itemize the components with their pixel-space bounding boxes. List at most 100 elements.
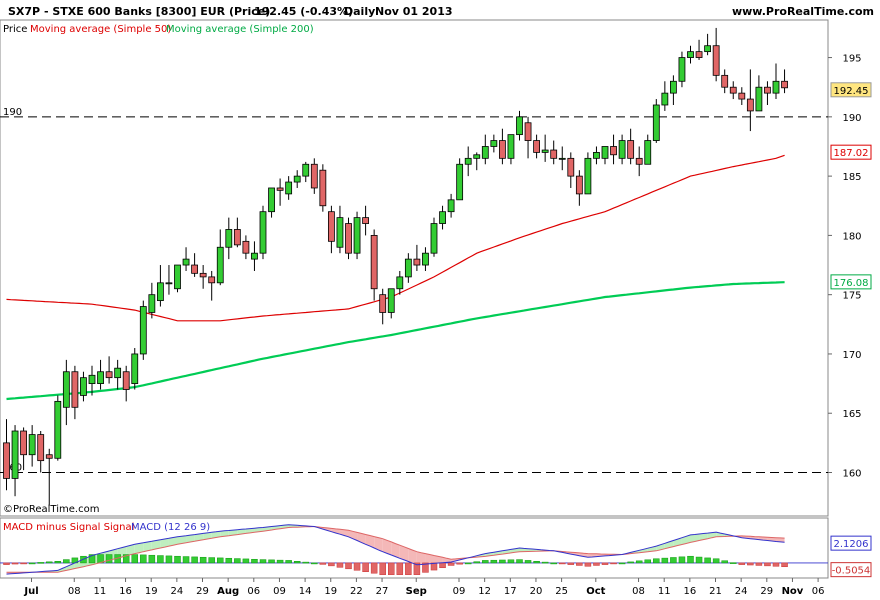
macd-hist-bar [311, 562, 318, 565]
time-tick-label: 19 [145, 586, 158, 597]
macd-fill [143, 541, 152, 552]
time-tick-label: 08 [632, 586, 645, 597]
legend-price: Price [3, 24, 27, 35]
macd-hist-bar [576, 562, 583, 566]
candle-body [618, 140, 626, 159]
candle-body [524, 122, 532, 141]
macd-hist-bar [148, 554, 156, 564]
macd-hist-bar [653, 558, 660, 564]
macd-hist-bar [712, 558, 720, 564]
candle-body [652, 104, 660, 141]
macd-fill [374, 536, 383, 552]
macd-hist-bar [704, 557, 711, 564]
price-last-tag [830, 82, 872, 98]
macd-hist-bar [781, 562, 788, 568]
time-tick-label: Sep [406, 586, 427, 597]
macd-hist-bar [20, 562, 27, 565]
macd-hist-bar [772, 562, 780, 567]
candle-body [712, 45, 720, 76]
candle-body [20, 430, 28, 456]
macd-hist-bar [738, 562, 746, 565]
macd-fill [348, 530, 358, 541]
macd-hist-bar [567, 562, 575, 565]
candle-body [422, 252, 429, 266]
macd-fill [434, 555, 443, 564]
macd-hist-bar [345, 562, 352, 570]
macd-hist-bar [302, 561, 309, 564]
candle-body [139, 306, 147, 355]
macd-hist-bar [396, 562, 404, 575]
macd-fill [416, 551, 426, 565]
macd-hist-bar [730, 562, 737, 564]
time-tick-label: 24 [735, 586, 748, 597]
signal-line [6, 525, 785, 573]
candle-body [3, 442, 10, 479]
price-tick-label: 190 [842, 113, 861, 124]
macd-hist-bar [627, 561, 634, 564]
candle-body [156, 282, 164, 302]
macd-hist-bar [473, 561, 480, 564]
macd-hist-bar [499, 559, 506, 564]
hist-last-tag [830, 562, 872, 578]
candle-body [208, 276, 216, 284]
macd-hist-bar [199, 556, 207, 564]
macd-hist-bar [610, 562, 617, 565]
macd-hist-bar [131, 554, 138, 564]
macd-fill [690, 534, 700, 543]
last-change: 192.45 (-0.43%) [254, 5, 353, 18]
time-tick-label: 06 [812, 586, 825, 597]
macd-hist-bar [593, 562, 600, 566]
candle-body [687, 51, 694, 58]
candle-body [319, 169, 327, 207]
candle-body [541, 149, 549, 153]
price-last-tag-text: 192.45 [834, 86, 869, 97]
candle-body [233, 229, 241, 246]
time-tick-label: 25 [555, 586, 568, 597]
macd-fill [425, 553, 434, 565]
candle-body [644, 140, 652, 165]
candle-body [670, 80, 677, 94]
macd-hist-bar [217, 557, 224, 564]
candle-body [516, 116, 523, 136]
legend-ma50: Moving average (Simple 50) [30, 24, 171, 35]
candle-body [396, 276, 404, 290]
macd-hist-bar [721, 560, 728, 564]
macd-hist-bar [3, 562, 10, 565]
candle-body [216, 246, 224, 284]
time-tick-label: 08 [68, 586, 81, 597]
price-tick-label: 170 [842, 350, 861, 361]
time-tick-label: Oct [586, 586, 605, 597]
macd-hist-bar [687, 555, 694, 564]
candle-body [490, 140, 498, 147]
macd-hist-bar [268, 559, 275, 564]
macd-hist-bar [157, 555, 164, 564]
time-tick-label: 11 [94, 586, 107, 597]
candle-body [268, 187, 275, 213]
candle-body [456, 163, 464, 201]
candle-body [37, 434, 45, 462]
macd-hist-bar [37, 562, 44, 564]
macd-hist-bar [285, 560, 292, 564]
candle-body [302, 163, 310, 177]
macd-fill [776, 537, 785, 543]
candle-body [481, 146, 489, 159]
macd-fill [237, 528, 246, 535]
time-tick-label: Nov [782, 586, 804, 597]
time-tick-label: Aug [217, 586, 239, 597]
macd-hist-bar [225, 557, 233, 564]
time-tick-label: 09 [453, 586, 466, 597]
candle-body [114, 367, 122, 379]
macd-hist-bar [208, 557, 215, 564]
candle-body [635, 157, 643, 165]
candle-body [225, 229, 233, 248]
candle-body [464, 157, 472, 165]
macd-fill [391, 541, 400, 559]
macd-hist-bar [456, 562, 463, 565]
macd-hist-bar [105, 554, 113, 564]
macd-fill [339, 529, 349, 537]
ma200-last-tag-text: 176.08 [834, 278, 869, 289]
macd-fill [331, 528, 340, 535]
candle-body [550, 149, 558, 159]
candle-body [379, 294, 387, 313]
candle-body [131, 353, 139, 384]
